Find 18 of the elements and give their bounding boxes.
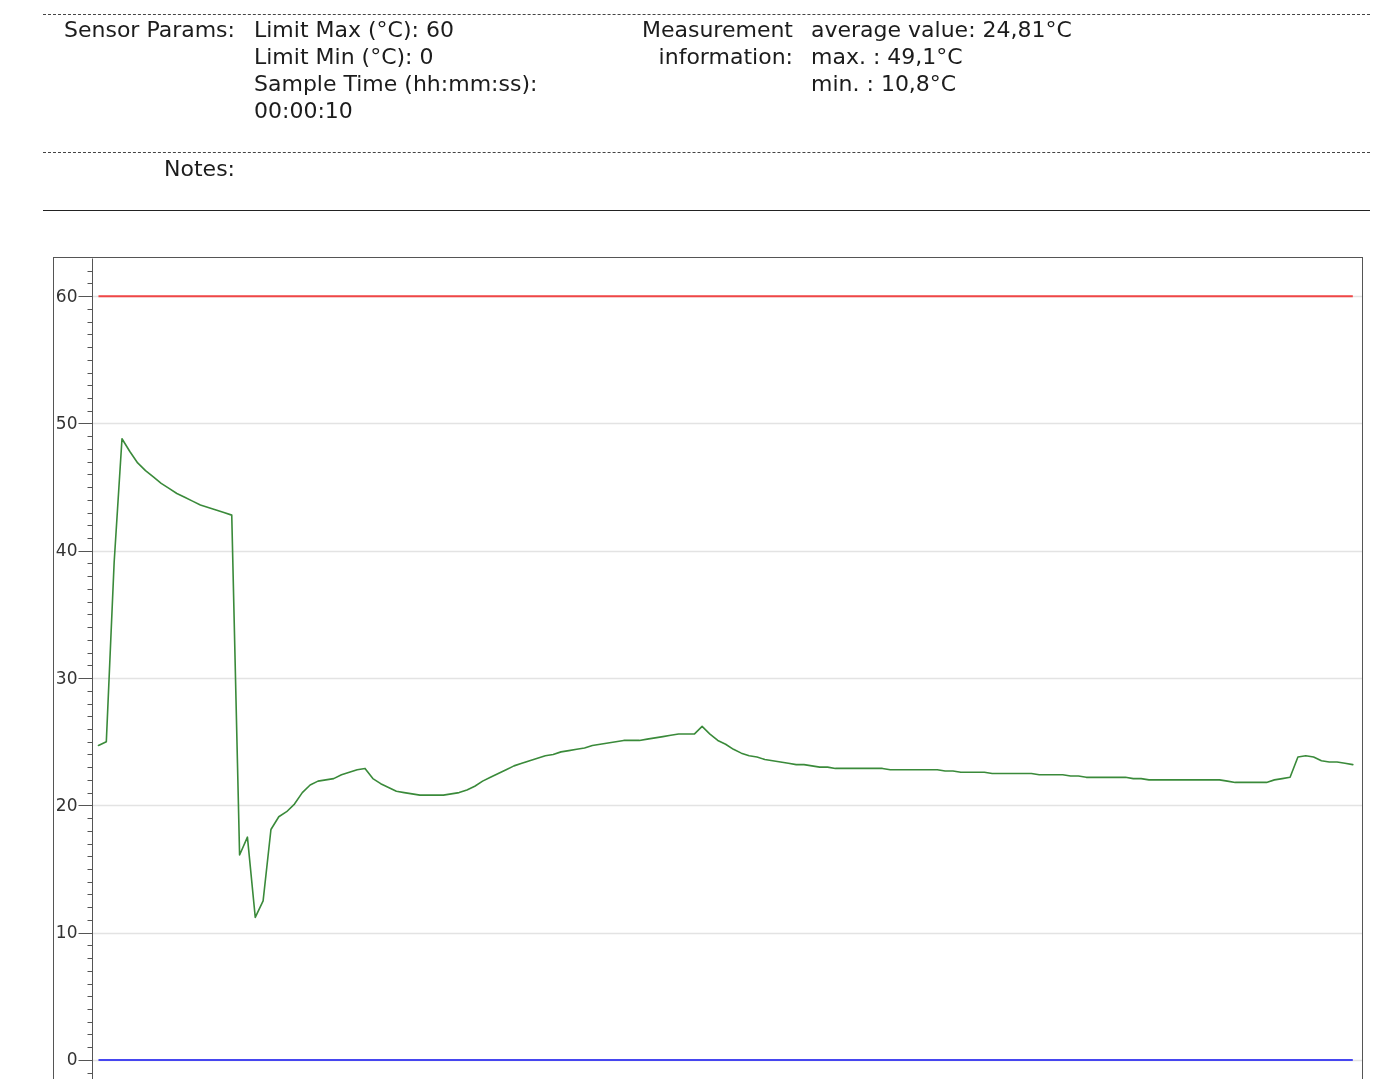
text: Limit Max (°C): 60 [254,17,454,42]
y-tick-label: 60 [55,285,78,306]
y-tick-label: 50 [55,412,78,433]
y-tick-label: 10 [55,922,78,943]
text: max. : 49,1°C [811,44,963,69]
y-tick-label: 30 [55,667,78,688]
text: Sensor Params: [64,17,235,42]
text: Notes: [164,156,235,181]
text: Limit Min (°C): 0 [254,44,434,69]
text: min. : 10,8°C [811,71,957,96]
y-tick-label: 40 [55,540,78,561]
text: average value: 24,81°C [811,17,1072,42]
text: Sample Time (hh:mm:ss): 00:00:10 [254,71,538,123]
y-tick-label: 0 [66,1049,78,1070]
chart-frame: 0 10 20 30 40 50 60 [53,257,1363,1079]
text: Measurement information: [641,17,793,69]
line-series [97,437,1354,919]
y-tick-label: 20 [55,794,78,815]
